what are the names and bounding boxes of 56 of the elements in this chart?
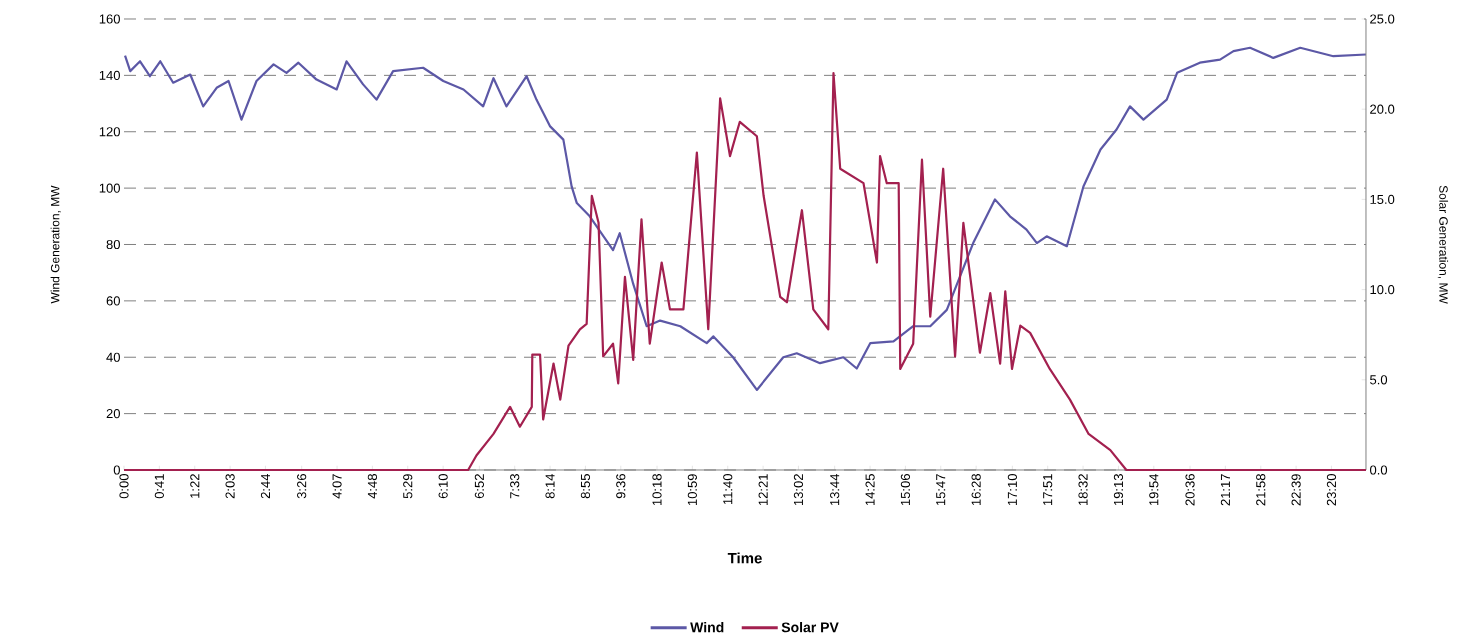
y-tick-label: 20 <box>106 409 120 419</box>
y2-tick-label: 20.0 <box>1370 104 1395 114</box>
line-series <box>123 46 1368 392</box>
y2-tick-label: 10.0 <box>1370 284 1395 295</box>
y2-axis-title: Solar Generation, MW <box>1437 185 1449 304</box>
x-tick-label: 13:02 <box>793 474 804 506</box>
x-tick-label: 2:03 <box>225 474 235 499</box>
x-tick-label: 14:25 <box>865 474 875 506</box>
x-tick-label: 10:59 <box>687 474 697 506</box>
y-axis-title: Wind Generation, MW <box>50 185 61 304</box>
x-tick-label: 5:29 <box>403 474 413 499</box>
x-tick-label: 16:28 <box>971 474 981 506</box>
x-tick-label: 17:10 <box>1007 474 1017 506</box>
y-tick-label: 120 <box>99 127 120 137</box>
x-tick-label: 3:26 <box>297 474 307 499</box>
y-tick-label: 100 <box>99 183 120 193</box>
x-tick-label: 2:44 <box>260 473 270 499</box>
y-tick-label: 40 <box>106 352 120 362</box>
x-tick-label: 1:22 <box>190 474 200 498</box>
x-tick-label: 15:47 <box>936 474 946 506</box>
y-tick-label: 80 <box>106 239 120 250</box>
x-tick-label: 19:54 <box>1149 473 1159 506</box>
x-tick-label: 22:39 <box>1291 474 1301 506</box>
x-tick-label: 23:20 <box>1326 474 1337 506</box>
y-tick-label: 0 <box>113 465 120 475</box>
x-tick-label: 18:32 <box>1078 474 1088 506</box>
x-axis-title: Time <box>727 552 762 564</box>
y-tick-label: 60 <box>106 296 120 306</box>
x-tick-label: 4:07 <box>332 474 342 499</box>
legend-label: Solar PV <box>781 622 839 633</box>
y2-tick-label: 15.0 <box>1370 194 1395 204</box>
x-tick-label: 12:21 <box>758 474 768 506</box>
y-tick-label: 140 <box>99 70 120 80</box>
x-tick-label: 13:44 <box>830 473 840 506</box>
x-tick-label: 20:36 <box>1185 474 1195 506</box>
x-tick-label: 6:52 <box>474 474 484 499</box>
x-tick-label: 4:48 <box>367 474 378 499</box>
x-tick-label: 6:10 <box>438 474 448 499</box>
x-tick-label: 15:06 <box>900 474 911 506</box>
y2-tick-label: 0.0 <box>1370 465 1388 475</box>
x-tick-label: 21:17 <box>1220 474 1230 506</box>
x-tick-label: 0:00 <box>119 474 129 499</box>
x-tick-label: 21:58 <box>1256 474 1266 506</box>
x-tick-label: 10:18 <box>652 474 662 506</box>
x-tick-label: 8:14 <box>545 473 555 499</box>
x-tick-label: 17:51 <box>1043 474 1053 506</box>
x-tick-label: 8:55 <box>580 474 591 499</box>
legend-label: Wind <box>690 622 724 633</box>
y2-tick-label: 25.0 <box>1370 14 1395 24</box>
x-tick-label: 19:13 <box>1113 474 1124 506</box>
x-tick-label: 9:36 <box>616 474 626 499</box>
y2-tick-label: 5.0 <box>1370 375 1388 385</box>
x-tick-label: 11:40 <box>723 474 733 505</box>
x-tick-label: 7:33 <box>510 474 520 499</box>
x-tick-label: 0:41 <box>154 474 164 499</box>
y-tick-label: 160 <box>99 14 120 24</box>
